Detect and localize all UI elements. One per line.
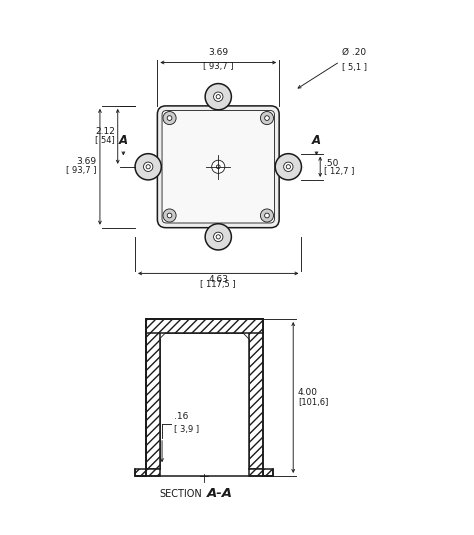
Circle shape (214, 92, 223, 102)
Text: A: A (312, 134, 321, 147)
Text: 2.12: 2.12 (95, 127, 115, 136)
Text: [101,6]: [101,6] (298, 398, 328, 407)
FancyBboxPatch shape (157, 106, 279, 228)
Text: 4.63: 4.63 (208, 276, 228, 284)
Circle shape (205, 83, 231, 110)
Circle shape (163, 111, 176, 125)
Text: 3.69: 3.69 (208, 48, 228, 57)
Text: SECTION: SECTION (159, 489, 202, 499)
Circle shape (283, 162, 293, 172)
Bar (249, 469, 263, 476)
Bar (146, 319, 160, 469)
Circle shape (214, 232, 223, 241)
Circle shape (205, 224, 231, 250)
Text: 3.69: 3.69 (76, 157, 96, 166)
Text: [ 5,1 ]: [ 5,1 ] (342, 63, 367, 72)
Bar (249, 319, 263, 469)
Circle shape (212, 160, 225, 173)
Text: Ø .20: Ø .20 (342, 48, 366, 57)
Circle shape (275, 154, 301, 180)
Text: [ 93,7 ]: [ 93,7 ] (66, 166, 96, 175)
Bar (146, 319, 263, 333)
Circle shape (260, 111, 273, 125)
Text: .50: .50 (324, 158, 338, 167)
Text: [ 54]: [ 54] (95, 135, 115, 144)
Circle shape (167, 116, 172, 120)
Text: A-A: A-A (207, 487, 233, 500)
Bar (146, 469, 160, 476)
Circle shape (144, 162, 153, 172)
Bar (136, 469, 146, 476)
Text: [ 93,7 ]: [ 93,7 ] (203, 62, 234, 71)
Text: [ 117,5 ]: [ 117,5 ] (201, 280, 236, 289)
Text: [ 3,9 ]: [ 3,9 ] (174, 425, 200, 434)
Circle shape (167, 213, 172, 218)
Text: [ 12,7 ]: [ 12,7 ] (324, 167, 355, 176)
Circle shape (264, 213, 269, 218)
FancyBboxPatch shape (162, 111, 274, 223)
Circle shape (163, 209, 176, 222)
Circle shape (135, 154, 161, 180)
Text: A: A (119, 134, 128, 147)
Circle shape (264, 116, 269, 120)
Circle shape (260, 209, 273, 222)
Bar (263, 469, 273, 476)
Text: .16: .16 (174, 412, 189, 422)
Text: 4.00: 4.00 (298, 388, 318, 398)
